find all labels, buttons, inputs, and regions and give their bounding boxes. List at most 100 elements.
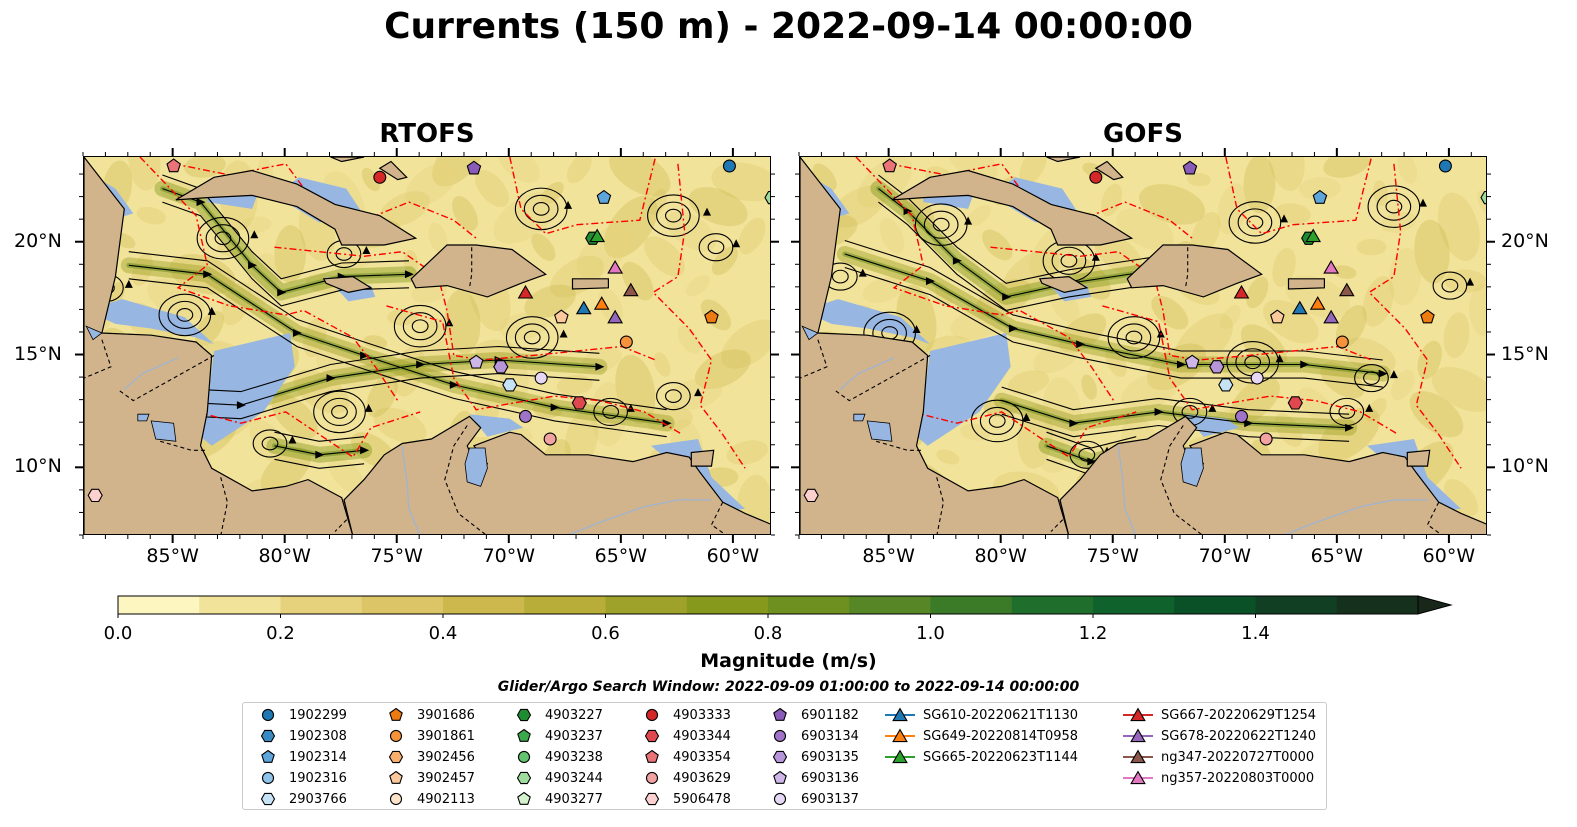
legend-item: SG667-20220629T1254 — [1121, 705, 1316, 725]
colorbar-segment — [1255, 596, 1338, 614]
colorbar-segment — [768, 596, 850, 614]
colorbar-tick-label: 0.6 — [591, 623, 620, 644]
land-southAmerica — [1059, 415, 1486, 534]
land-puertoRico — [1287, 278, 1326, 290]
colorbar-label: Magnitude (m/s) — [700, 650, 877, 672]
observation-markers — [803, 158, 1486, 503]
legend-item: 1902316 — [253, 768, 347, 788]
land-bahamasB — [1094, 160, 1124, 181]
longitude-tick-label: 65°W — [1310, 545, 1364, 567]
legend-label: 1902308 — [289, 728, 347, 744]
water-maracaibo — [464, 447, 488, 487]
triangle-marker — [607, 309, 624, 324]
circle-legend-icon — [389, 792, 403, 806]
pentagon-marker — [1182, 160, 1198, 175]
shelf-shallow-area — [469, 414, 524, 437]
longitude-tick-label: 85°W — [862, 545, 915, 567]
circle-legend-icon — [773, 729, 787, 743]
observation-markers — [87, 158, 770, 503]
pentagon-legend-icon — [645, 749, 659, 763]
water-nicaragua — [150, 420, 177, 442]
land — [800, 157, 1486, 534]
legend-label: 4903344 — [673, 728, 731, 744]
legend-label: 6903136 — [801, 770, 859, 786]
circle-marker — [1250, 371, 1264, 385]
colorbar-tick-label: 0.0 — [103, 623, 133, 644]
legend-label: 4903244 — [545, 770, 603, 786]
pentagon-legend-icon — [773, 770, 787, 784]
pentagon-marker — [261, 749, 275, 763]
legend-label: 6901182 — [801, 707, 859, 723]
colorbar-tick-label: 1.4 — [1241, 623, 1270, 644]
hexagon-legend-icon — [772, 750, 788, 764]
shelf-shallow-area — [802, 299, 930, 345]
colorbar-segment — [524, 596, 606, 614]
legend-label: 4903333 — [673, 707, 731, 723]
circle-marker — [645, 708, 659, 722]
legend-label: SG678-20220622T1240 — [1161, 728, 1317, 744]
triangle-marker — [593, 296, 610, 310]
triangle-marker — [589, 228, 606, 243]
latitude-tick-label: 10°N — [1501, 455, 1549, 478]
hexagon-legend-icon — [516, 771, 532, 785]
pentagon-marker — [389, 707, 403, 721]
pentagon-marker — [517, 791, 531, 805]
legend-item: 6901182 — [765, 705, 859, 725]
colorbar-extend-arrow — [1417, 595, 1453, 615]
circle-marker — [619, 335, 633, 349]
longitude-tick-label: 60°W — [1422, 545, 1476, 567]
land-cuba — [891, 169, 1134, 246]
legend-item: 4902113 — [381, 789, 475, 809]
land-cuba — [175, 169, 418, 246]
colorbar-tick-label: 1.2 — [1078, 623, 1108, 644]
circle-legend-icon — [261, 771, 275, 785]
colorbar-segment — [118, 596, 200, 614]
legend-label: SG667-20220629T1254 — [1161, 707, 1317, 723]
legend-item: 4903629 — [637, 768, 731, 788]
colorbar-segment — [686, 596, 769, 614]
hexagon-legend-icon — [260, 729, 276, 743]
land-puertoRico — [571, 278, 610, 290]
legend-label: 4903354 — [673, 749, 731, 765]
legend-item: 1902299 — [253, 705, 347, 725]
hexagon-legend-icon — [388, 750, 404, 764]
river — [569, 499, 712, 534]
legend-label: SG610-20220621T1130 — [923, 707, 1079, 723]
legend-label: 3901861 — [417, 728, 475, 744]
hexagon-marker — [493, 360, 509, 374]
circle-marker — [373, 170, 387, 184]
legend-label: 4903238 — [545, 749, 603, 765]
triangle-marker — [1338, 282, 1355, 297]
legend-label: 6903134 — [801, 728, 859, 744]
current-streamlines — [89, 174, 741, 478]
legend-label: 4903227 — [545, 707, 603, 723]
pentagon-marker — [645, 749, 659, 763]
pentagon-marker — [596, 189, 612, 204]
colorbar — [117, 595, 1453, 618]
land-trinidad — [690, 449, 715, 467]
legend-item: 2903766 — [253, 789, 347, 809]
colorbar-segment — [849, 596, 931, 614]
pentagon-legend-icon — [389, 707, 403, 721]
triangle-marker — [1305, 228, 1322, 243]
pentagon-marker — [1184, 354, 1200, 369]
colorbar-segment — [1336, 596, 1419, 614]
triangle-legend-icon — [1123, 770, 1153, 785]
hexagon-marker — [502, 378, 518, 392]
legend-item: 6903137 — [765, 789, 859, 809]
triangle-marker — [1291, 300, 1308, 315]
pentagon-marker — [1312, 189, 1328, 204]
legend-item: 6903135 — [765, 747, 859, 767]
shelf-shallow-area — [86, 299, 214, 345]
land-southAmerica — [343, 415, 770, 534]
water-maracaibo — [1180, 447, 1204, 487]
circle-legend-icon — [645, 708, 659, 722]
pentagon-marker — [1270, 309, 1285, 324]
pentagon-marker — [517, 728, 531, 742]
legend-label: 5906478 — [673, 791, 731, 807]
pentagon-marker — [389, 770, 403, 784]
triangle-legend-icon — [885, 728, 915, 743]
hexagon-marker — [1218, 378, 1234, 392]
water-gulfHonduras — [85, 325, 103, 341]
legend-item: SG665-20220623T1144 — [883, 747, 1078, 767]
